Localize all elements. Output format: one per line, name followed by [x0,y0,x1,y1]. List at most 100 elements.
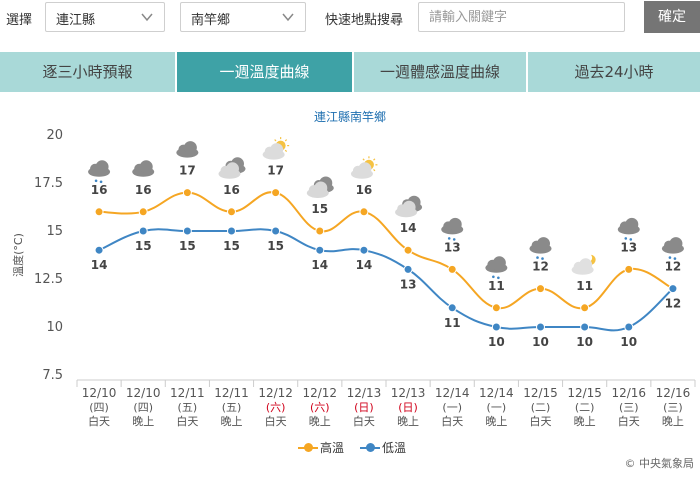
cloudy-night-icon [395,195,423,218]
x-tick-period: 白天 [530,414,552,428]
forecast-tabs: 逐三小時預報 一週溫度曲線 一週體感溫度曲線 過去24小時 [0,52,700,92]
x-tick-date: 12/12 [258,386,293,400]
rain-drop [629,238,633,241]
x-tick-date: 12/15 [567,386,602,400]
cloud-shape [314,181,328,195]
x-tick-weekday: (日) [398,401,418,414]
high-temp-label: 12 [665,260,682,274]
low-temp-point [227,226,236,236]
x-tick-period: 白天 [88,414,110,428]
x-tick-weekday: (六) [310,401,330,414]
legend-high-marker [304,443,313,452]
legend-low-label: 低溫 [382,441,407,455]
tab-weekly-temperature[interactable]: 一週溫度曲線 [177,52,352,92]
high-temp-point [227,207,236,217]
cloudy-rain-icon [485,256,508,280]
low-temp-label: 10 [576,335,593,349]
low-temp-point [182,226,192,236]
x-tick-period: 白天 [441,414,463,428]
sun-ray [274,139,277,142]
low-temp-point [138,226,148,236]
township-value: 南竿鄉 [191,13,231,28]
chart-legend: 高溫 低溫 [0,439,700,457]
low-temp-point [668,284,678,294]
township-select[interactable]: 南竿鄉 [180,2,306,32]
tab-past-24h[interactable]: 過去24小時 [528,52,700,92]
chevron-down-icon [141,13,153,22]
low-temp-point [94,245,104,255]
cloud-shape [95,160,109,174]
high-temp-label: 17 [179,164,196,178]
high-temp-point [491,303,501,313]
filter-bar: 選擇 連江縣 南竿鄉 快速地點搜尋 確定 [0,0,700,36]
confirm-button[interactable]: 確定 [644,1,700,33]
low-temp-point [271,226,281,236]
cloudy-night-icon [218,157,246,179]
county-select[interactable]: 連江縣 [45,2,165,32]
legend-high-label: 高溫 [320,441,345,455]
low-temp-label: 15 [267,239,284,253]
x-tick-weekday: (二) [575,401,595,414]
high-temp-point [315,226,325,236]
y-tick-label: 10 [46,320,63,335]
high-temp-point [536,284,545,294]
cloudy-icon [176,141,199,158]
high-temp-label: 13 [444,240,461,254]
high-temp-label: 16 [135,183,152,197]
x-tick-period: 晚上 [574,415,596,428]
rain-drop [492,275,495,279]
x-tick-weekday: (六) [266,401,286,414]
high-temp-point [359,207,369,217]
low-temp-point [315,245,325,255]
x-tick-period: 晚上 [132,415,154,428]
sun-ray [284,139,288,142]
tab-weekly-feels-like[interactable]: 一週體感溫度曲線 [354,52,526,92]
high-temp-point [138,207,148,217]
x-tick-date: 12/11 [170,386,205,400]
cloudy-icon [132,160,155,177]
high-temp-label: 12 [532,260,549,274]
cloud-shape [139,160,153,174]
high-temp-point [94,207,104,217]
x-tick-date: 12/12 [302,386,337,400]
high-temp-label: 14 [400,221,417,235]
low-temp-point [580,322,590,332]
rain-drop [94,179,98,183]
x-tick-weekday: (日) [354,401,374,414]
x-tick-weekday: (一) [487,401,507,414]
high-temp-point [624,264,634,274]
rain-drop [497,276,500,280]
low-temp-label: 14 [311,258,328,272]
x-tick-date: 12/13 [347,386,382,400]
x-tick-weekday: (二) [531,401,551,414]
low-temp-label: 15 [135,239,152,253]
y-tick-label: 17.5 [34,176,63,191]
low-temp-label: 10 [620,335,637,349]
x-tick-weekday: (五) [222,401,242,414]
low-temp-label: 10 [488,335,505,349]
low-temp-label: 15 [223,239,240,253]
x-tick-date: 12/16 [656,386,691,400]
high-temp-label: 11 [576,279,593,293]
partly-sunny-icon [262,137,290,160]
search-input[interactable] [418,2,625,32]
chart-title: 連江縣南竿鄉 [313,110,386,124]
search-label: 快速地點搜尋 [325,13,404,28]
chevron-down-icon [282,13,294,22]
cloud-shape [625,217,639,231]
x-tick-period: 白天 [353,414,375,428]
credit-text: © 中央氣象局 [624,457,695,470]
cloud-shape [537,237,550,251]
x-tick-period: 晚上 [221,415,243,428]
cloudy-rain-icon [529,237,552,260]
cloud-shape [226,162,239,176]
tab-3hour[interactable]: 逐三小時預報 [0,52,175,92]
x-tick-weekday: (一) [442,401,462,414]
low-temp-label: 13 [400,277,417,291]
low-temp-point [624,322,634,332]
cloud-shape [492,256,506,270]
y-axis-label: 溫度(°C) [11,233,25,277]
cloud-shape [402,200,416,214]
cloudy-night-icon [306,176,334,198]
low-temp-point [491,322,501,332]
